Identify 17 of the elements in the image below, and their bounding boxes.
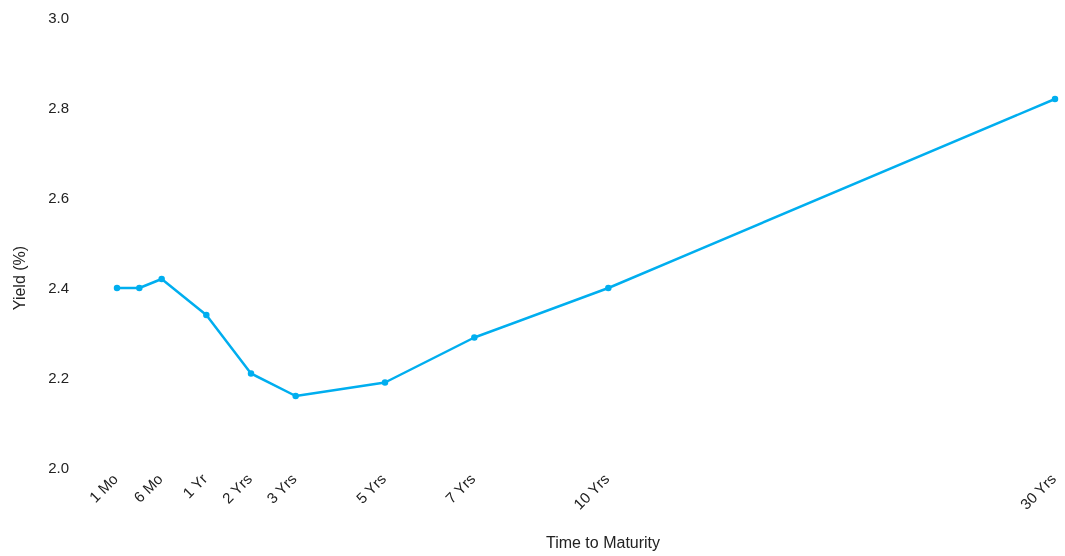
y-tick-label: 2.0 <box>48 459 69 477</box>
x-tick-label: 3 Yrs <box>263 470 300 507</box>
y-tick-label: 2.4 <box>48 279 69 297</box>
x-tick-label: 2 Yrs <box>218 470 256 507</box>
x-axis-title: Time to Maturity <box>544 534 662 552</box>
x-tick-label: 5 Yrs <box>352 470 390 507</box>
x-tick-label: 7 Yrs <box>441 470 479 507</box>
x-tick-label: 10 Yrs <box>569 470 613 513</box>
y-axis-title: Yield (%) <box>11 245 29 311</box>
y-tick-label: 2.8 <box>48 99 69 117</box>
y-tick-label: 3.0 <box>48 9 69 27</box>
x-tick-label: 6 Mo <box>130 470 166 506</box>
x-tick-label: 1 Yr <box>179 470 211 502</box>
x-tick-label: 30 Yrs <box>1016 470 1060 513</box>
y-tick-label: 2.6 <box>48 189 69 207</box>
y-tick-label: 2.2 <box>48 369 69 387</box>
x-tick-label: 1 Mo <box>85 470 122 506</box>
